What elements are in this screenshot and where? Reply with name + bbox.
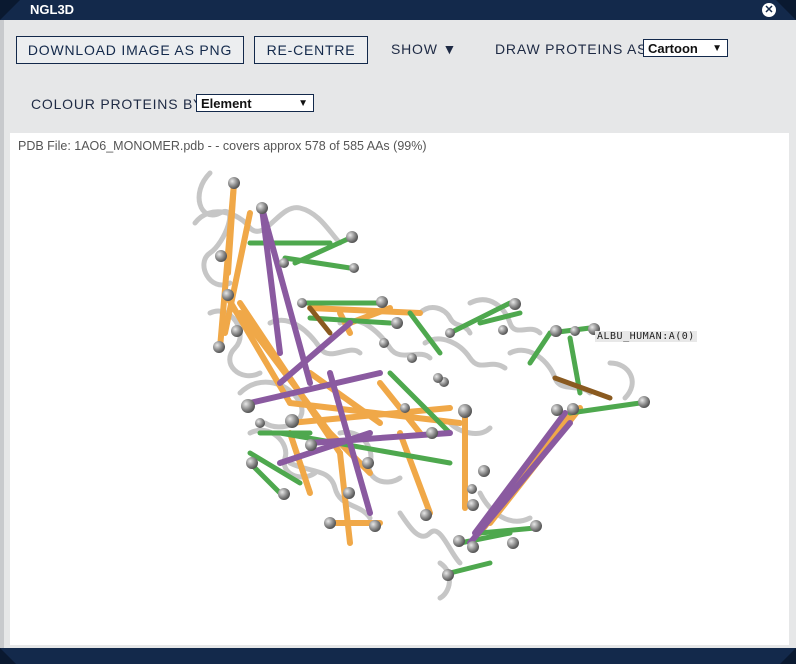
pdb-file-info: PDB File: 1AO6_MONOMER.pdb - - covers ap… bbox=[18, 139, 427, 153]
protein-label: ALBU_HUMAN:A(0) bbox=[595, 331, 697, 342]
draw-proteins-value: Cartoon bbox=[648, 41, 698, 56]
show-menu[interactable]: SHOW ▼ bbox=[391, 41, 458, 57]
bottombar-corner-left bbox=[0, 648, 16, 664]
protein-structure-render[interactable] bbox=[10, 133, 789, 645]
colour-proteins-value: Element bbox=[201, 96, 252, 111]
titlebar-corner-left bbox=[0, 0, 20, 20]
chevron-down-icon: ▼ bbox=[298, 98, 308, 109]
close-icon[interactable]: ✕ bbox=[762, 3, 776, 17]
window-bottom-bar bbox=[0, 648, 796, 664]
draw-proteins-label: DRAW PROTEINS AS bbox=[495, 41, 648, 57]
toolbar: DOWNLOAD IMAGE AS PNG RE-CENTRE SHOW ▼ D… bbox=[0, 20, 796, 132]
titlebar-corner-right bbox=[776, 0, 796, 20]
colour-proteins-select[interactable]: Element ▼ bbox=[196, 94, 314, 112]
draw-proteins-select[interactable]: Cartoon ▼ bbox=[643, 39, 728, 57]
chevron-down-icon: ▼ bbox=[712, 43, 722, 54]
crosslinks-purple bbox=[247, 205, 573, 546]
window-left-border bbox=[0, 20, 4, 648]
crosslinks bbox=[217, 180, 643, 576]
download-image-button[interactable]: DOWNLOAD IMAGE AS PNG bbox=[16, 36, 244, 64]
residue-nodes bbox=[213, 177, 650, 581]
recentre-button[interactable]: RE-CENTRE bbox=[254, 36, 368, 64]
resize-handle-icon[interactable] bbox=[780, 648, 796, 664]
window-titlebar[interactable]: NGL3D ✕ bbox=[0, 0, 796, 20]
window-title: NGL3D bbox=[30, 2, 75, 17]
ngl-3d-viewport[interactable]: PDB File: 1AO6_MONOMER.pdb - - covers ap… bbox=[10, 133, 789, 645]
protein-cartoon bbox=[192, 170, 635, 601]
crosslinks-brown bbox=[307, 305, 613, 401]
colour-proteins-label: COLOUR PROTEINS BY bbox=[31, 96, 204, 112]
